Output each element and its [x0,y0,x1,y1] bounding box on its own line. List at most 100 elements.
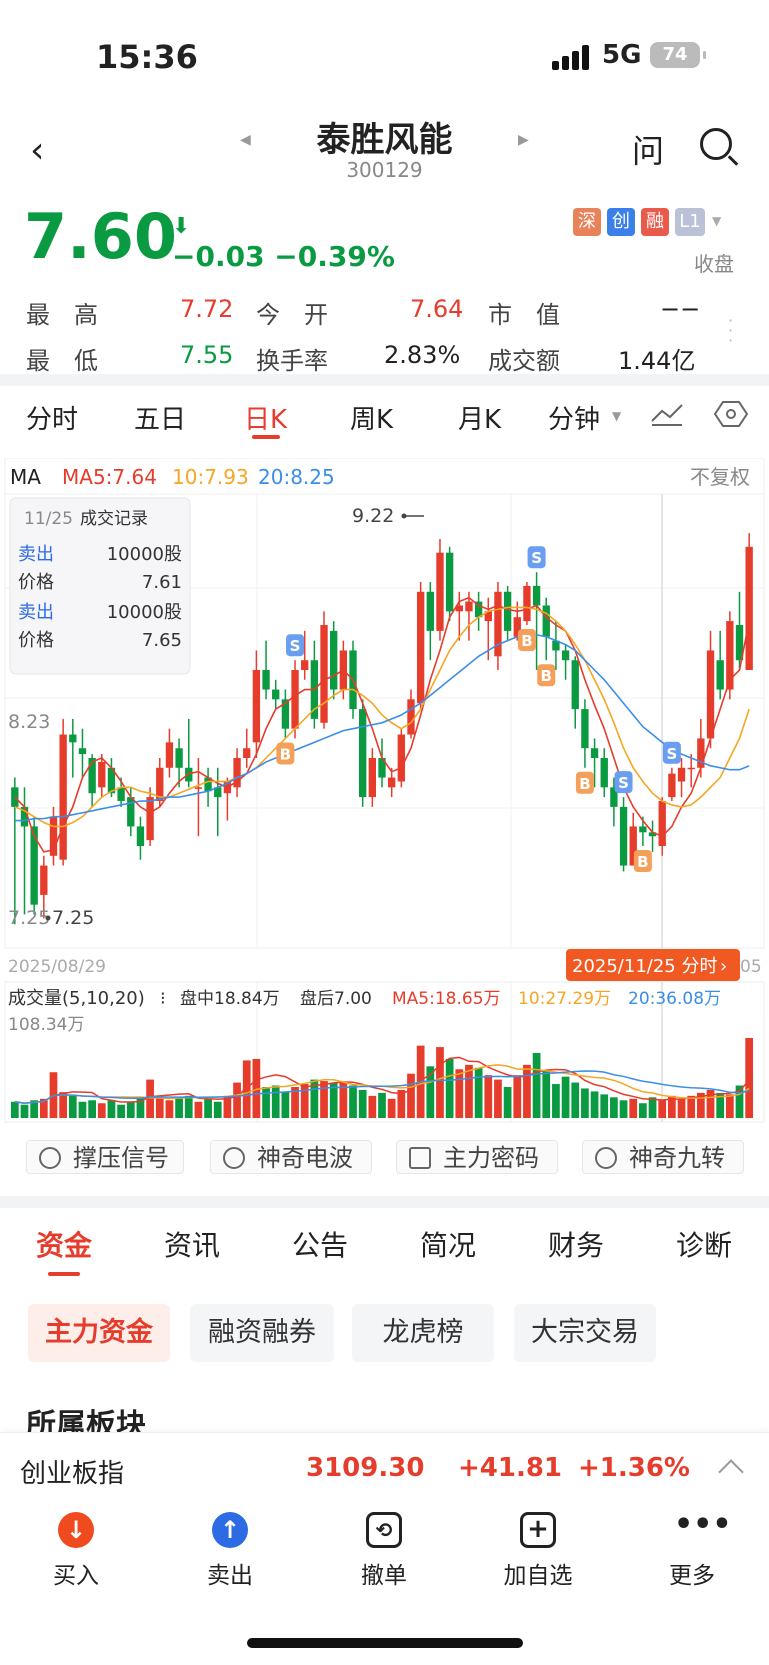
stat-value: −− [660,295,701,323]
chip-main-funds[interactable]: 主力资金 [28,1304,170,1362]
ma5-line [14,596,750,853]
record-qty: 10000股 [107,602,182,623]
candle-body [281,699,290,729]
prev-stock-icon[interactable]: ◀ [240,132,251,148]
tab-diagnosis[interactable]: 诊断 [676,1229,733,1262]
signal-label: S [618,774,629,792]
add-icon: + [520,1512,556,1548]
chevron-down-icon[interactable]: ▼ [612,409,622,423]
cancel-order-button[interactable]: ⟲ 撤单 [334,1512,434,1590]
settings-hexagon-icon[interactable] [714,399,748,429]
chart-frame [4,458,765,949]
candle-body [175,748,183,768]
badge-level[interactable]: L1 [675,208,705,236]
volume-bar [561,1076,570,1118]
record-side: 卖出 [18,602,54,623]
ma20-label: 20:8.25 [258,465,335,489]
chip-block-trade[interactable]: 大宗交易 [514,1304,656,1362]
volume-bar [494,1079,502,1118]
date-minute-button[interactable]: 2025/11/25 分时 › [566,949,740,981]
tab-funds[interactable]: 资金 [36,1229,93,1262]
volume-bar [117,1104,125,1118]
chip-dragon-tiger[interactable]: 龙虎榜 [352,1304,494,1362]
index-value: 3109.30 [306,1453,425,1483]
volume-bar [706,1089,715,1118]
tab-news[interactable]: 资讯 [164,1229,221,1262]
tool-support-pressure[interactable]: 撑压信号 [26,1140,184,1174]
search-icon[interactable] [700,128,732,160]
radar-icon [39,1147,61,1169]
volume-bar [262,1086,270,1118]
candle-body [59,734,67,860]
volume-ma-line [14,1056,750,1104]
volume-bar [532,1053,541,1118]
candle-body [445,552,454,612]
down-arrow-icon: ⬇ [172,214,191,239]
signal-badge [517,629,536,652]
candle-body [532,585,541,606]
tab-finance[interactable]: 财务 [548,1229,605,1262]
candle-body [136,826,145,846]
volume-bar [165,1100,174,1118]
candle-body [156,767,164,802]
tab-fenzhong[interactable]: 分钟 [548,405,601,435]
chart-tabs: 分时 五日 日K 周K 月K 分钟 ▼ [0,385,769,441]
tab-announce[interactable]: 公告 [292,1229,349,1262]
signal-label: S [531,549,542,567]
volume-bar [648,1097,657,1118]
vol-max-label: 108.34万 [8,1015,84,1035]
candle-body [330,630,338,690]
more-vertical-icon[interactable]: · · · [728,311,734,350]
volume-bar [668,1095,676,1118]
status-time: 15:36 [96,38,198,76]
back-icon[interactable]: ‹ [30,130,45,171]
tool-password[interactable]: 主力密码 [396,1140,558,1174]
volume-bar [78,1101,87,1118]
tab-fenshi[interactable]: 分时 [26,405,79,435]
tool-nine-turn[interactable]: 神奇九转 [582,1140,744,1174]
tool-wave[interactable]: 神奇电波 [210,1140,372,1174]
indicator-line-icon[interactable] [650,401,684,427]
candle-body [204,777,212,792]
sell-button[interactable]: ↑ 卖出 [180,1512,280,1590]
candle-body [416,591,425,704]
volume-bar [436,1047,444,1118]
tab-profile[interactable]: 简况 [420,1229,477,1262]
volume-bar [465,1064,473,1118]
signal-badge [286,634,305,657]
candle-body [465,601,473,612]
add-watchlist-button[interactable]: + 加自选 [503,1512,573,1589]
badge-dropdown-icon[interactable]: ▼ [712,214,722,228]
divider [0,1196,769,1208]
network-label: 5G [602,40,642,70]
candle-body [542,605,550,637]
candle-body [561,650,570,661]
next-stock-icon[interactable]: ▶ [518,132,529,148]
status-bar: 15:36 5G 74 [0,0,769,100]
chip-margin[interactable]: 融资融券 [190,1304,334,1362]
tab-zhouk[interactable]: 周K [350,405,394,435]
volume-bar [687,1095,696,1118]
volume-bar [725,1094,734,1118]
ma10-line [14,606,750,828]
signal-badge [662,741,681,764]
volume-bar [213,1101,222,1118]
buy-button[interactable]: ↓ 买入 [26,1512,126,1590]
candle-body [436,552,444,631]
kline-chart[interactable]: MA MA5:7.64 10:7.93 20:8.25 不复权 8.23 SBB… [0,458,769,1128]
index-bar[interactable]: 创业板指 3109.30 +41.81 +1.36% [0,1432,769,1503]
chevron-up-icon[interactable] [718,1459,744,1485]
volume-bar [126,1101,135,1118]
more-button[interactable]: ••• 更多 [669,1507,732,1590]
signal-tools: 撑压信号 神奇电波 主力密码 神奇九转 [0,1140,769,1190]
tab-rik[interactable]: 日K [244,405,288,435]
ma5-label: MA5:7.64 [62,465,157,489]
signal-label: B [521,632,532,650]
ma10-label: 10:7.93 [172,465,249,489]
tab-yuek[interactable]: 月K [458,405,502,435]
ask-button[interactable]: 问 [632,132,665,170]
candle-body [726,621,734,690]
record-price-label: 价格 [18,572,54,593]
market-state: 收盘 [694,252,734,276]
tab-wuri[interactable]: 五日 [134,405,187,435]
